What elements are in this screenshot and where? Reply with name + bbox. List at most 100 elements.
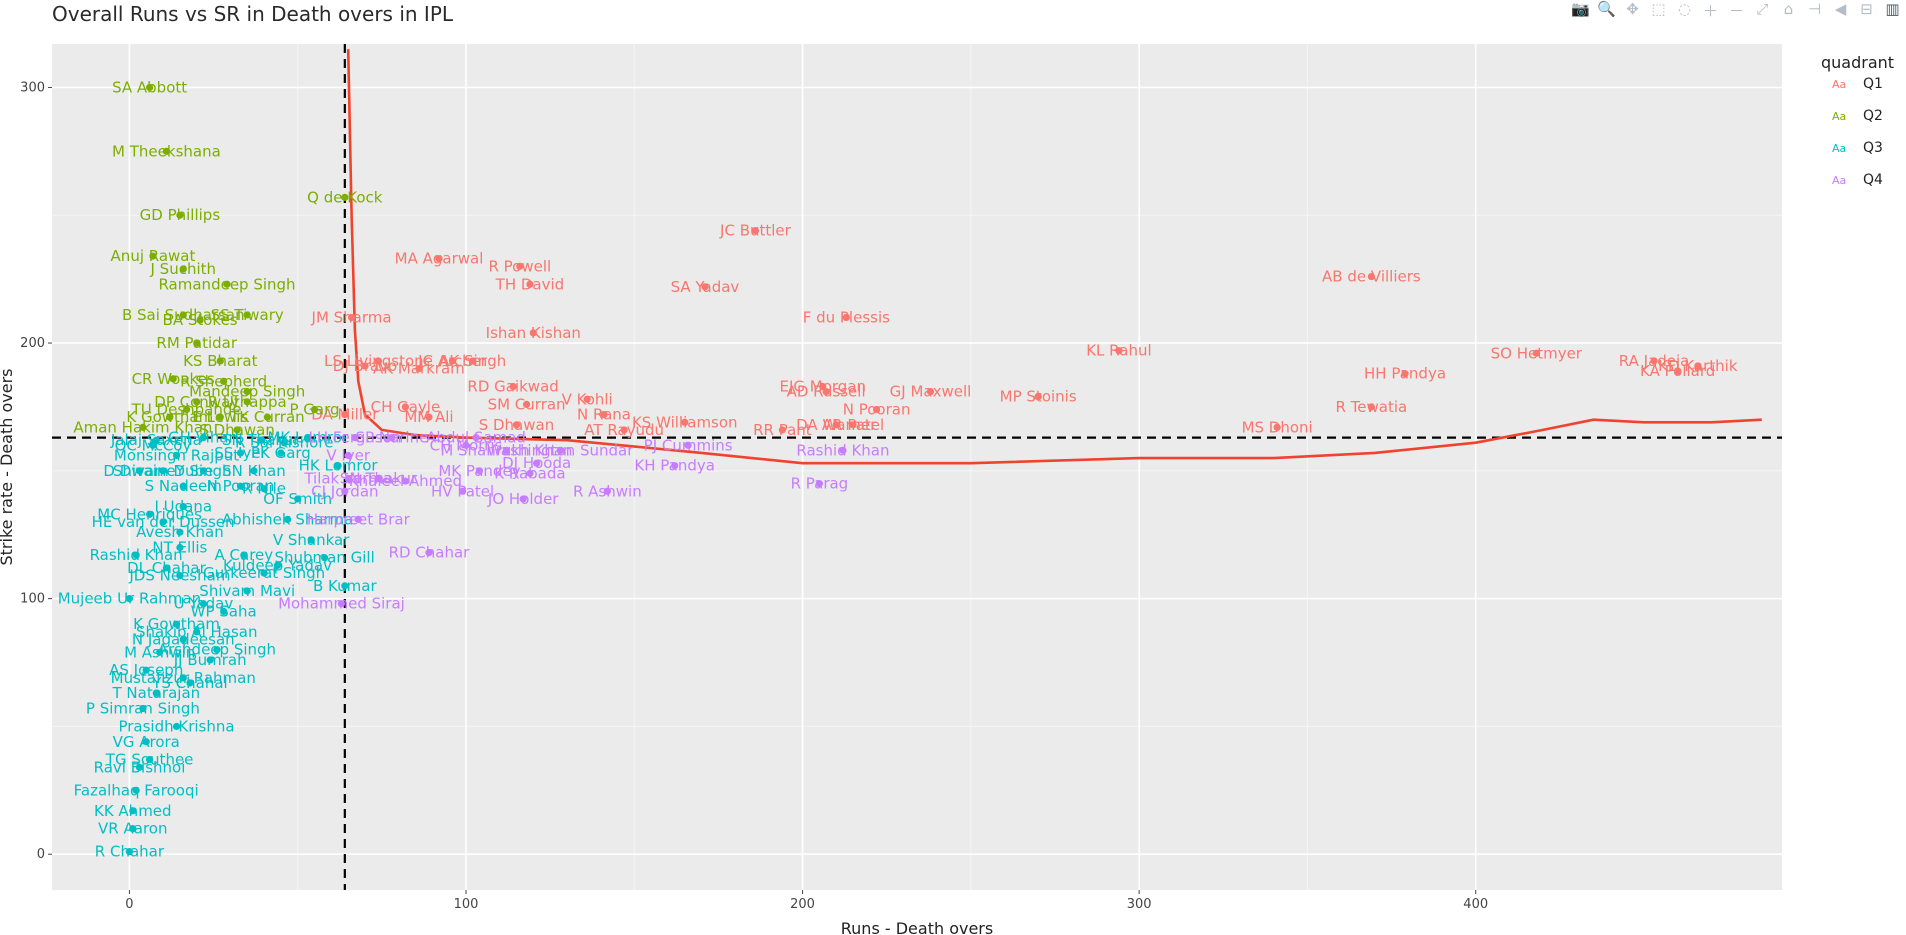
- data-point[interactable]: [172, 722, 181, 731]
- data-point[interactable]: [176, 211, 184, 219]
- legend-item-q2[interactable]: Aa Q2: [1832, 108, 1883, 124]
- data-point[interactable]: [819, 382, 827, 391]
- data-point[interactable]: [240, 551, 248, 559]
- data-point[interactable]: [139, 423, 147, 431]
- data-point[interactable]: [701, 283, 709, 291]
- data-point[interactable]: [448, 357, 457, 365]
- data-point[interactable]: [832, 421, 840, 429]
- data-point[interactable]: [351, 434, 359, 442]
- data-point[interactable]: [216, 413, 224, 421]
- spike-lines-icon[interactable]: ⊣: [1807, 0, 1822, 18]
- data-point[interactable]: [260, 569, 268, 577]
- data-point[interactable]: [751, 226, 760, 235]
- legend-item-q3[interactable]: Aa Q3: [1832, 140, 1883, 156]
- data-point[interactable]: [135, 763, 144, 771]
- reset-axes-icon[interactable]: ⌂: [1783, 0, 1794, 18]
- data-point[interactable]: [529, 329, 537, 337]
- data-point[interactable]: [294, 495, 302, 503]
- hover-closest-icon[interactable]: ◀: [1834, 0, 1847, 18]
- data-point[interactable]: [179, 635, 187, 644]
- data-point[interactable]: [684, 441, 692, 449]
- data-point[interactable]: [502, 446, 510, 454]
- legend-item-q4[interactable]: Aa Q4: [1832, 172, 1883, 188]
- data-point[interactable]: [815, 480, 823, 488]
- data-point[interactable]: [183, 405, 191, 414]
- data-point[interactable]: [142, 738, 150, 746]
- data-point[interactable]: [125, 595, 134, 603]
- data-point[interactable]: [149, 441, 157, 449]
- data-point[interactable]: [243, 311, 251, 319]
- data-point[interactable]: [347, 313, 356, 322]
- data-point[interactable]: [435, 255, 443, 263]
- data-point[interactable]: [620, 426, 628, 434]
- data-point[interactable]: [321, 554, 329, 562]
- data-point[interactable]: [169, 375, 177, 383]
- data-point[interactable]: [179, 674, 187, 682]
- data-point[interactable]: [556, 446, 564, 454]
- data-point[interactable]: [341, 487, 349, 495]
- data-point[interactable]: [341, 411, 349, 419]
- data-point[interactable]: [842, 313, 850, 322]
- data-point[interactable]: [146, 756, 154, 764]
- data-point[interactable]: [310, 405, 319, 414]
- data-point[interactable]: [361, 362, 369, 370]
- data-point[interactable]: [374, 357, 383, 365]
- data-point[interactable]: [129, 825, 137, 833]
- data-point[interactable]: [334, 462, 342, 470]
- data-point[interactable]: [257, 436, 265, 444]
- data-point[interactable]: [206, 656, 214, 664]
- data-point[interactable]: [603, 487, 611, 495]
- data-point[interactable]: [583, 395, 591, 403]
- data-point[interactable]: [176, 572, 184, 580]
- data-point[interactable]: [337, 600, 346, 608]
- data-point[interactable]: [263, 413, 272, 421]
- data-point[interactable]: [176, 528, 184, 536]
- data-point[interactable]: [671, 462, 679, 470]
- data-point[interactable]: [146, 510, 154, 518]
- zoom-in-icon[interactable]: ＋: [1702, 2, 1718, 20]
- data-point[interactable]: [179, 311, 187, 319]
- data-point[interactable]: [1273, 423, 1281, 431]
- data-point[interactable]: [681, 418, 689, 426]
- data-point[interactable]: [186, 679, 194, 687]
- data-point[interactable]: [425, 549, 433, 557]
- data-point[interactable]: [179, 503, 187, 511]
- data-point[interactable]: [149, 252, 157, 260]
- data-point[interactable]: [152, 689, 160, 697]
- zoom-out-icon[interactable]: －: [1728, 2, 1744, 20]
- data-point[interactable]: [1650, 357, 1658, 365]
- data-point[interactable]: [152, 436, 160, 444]
- data-point[interactable]: [223, 280, 231, 288]
- data-point[interactable]: [176, 543, 184, 552]
- data-point[interactable]: [193, 398, 201, 406]
- data-point[interactable]: [475, 467, 484, 475]
- legend-item-q1[interactable]: Aa Q1: [1832, 76, 1883, 92]
- data-point[interactable]: [250, 467, 258, 475]
- data-point[interactable]: [142, 666, 150, 674]
- data-point[interactable]: [233, 426, 241, 434]
- pan-icon[interactable]: ✥: [1626, 0, 1639, 18]
- data-point[interactable]: [166, 413, 174, 421]
- data-point[interactable]: [533, 459, 541, 467]
- data-point[interactable]: [216, 357, 224, 365]
- data-point[interactable]: [516, 262, 524, 270]
- data-point[interactable]: [236, 482, 245, 490]
- lasso-icon[interactable]: ◌: [1677, 0, 1692, 18]
- data-point[interactable]: [778, 426, 786, 434]
- data-point[interactable]: [849, 421, 857, 429]
- data-point[interactable]: [162, 564, 171, 572]
- data-point[interactable]: [146, 83, 154, 92]
- data-point[interactable]: [220, 377, 228, 385]
- data-point[interactable]: [374, 474, 383, 483]
- camera-icon[interactable]: 📷: [1571, 0, 1590, 18]
- data-point[interactable]: [401, 403, 410, 411]
- data-point[interactable]: [526, 469, 534, 477]
- data-point[interactable]: [132, 551, 140, 559]
- autoscale-icon[interactable]: ⤢: [1756, 0, 1769, 18]
- data-point[interactable]: [1034, 393, 1042, 401]
- data-point[interactable]: [307, 536, 315, 544]
- data-point[interactable]: [822, 388, 830, 396]
- data-point[interactable]: [873, 405, 881, 414]
- data-point[interactable]: [193, 339, 201, 347]
- data-point[interactable]: [1367, 272, 1375, 281]
